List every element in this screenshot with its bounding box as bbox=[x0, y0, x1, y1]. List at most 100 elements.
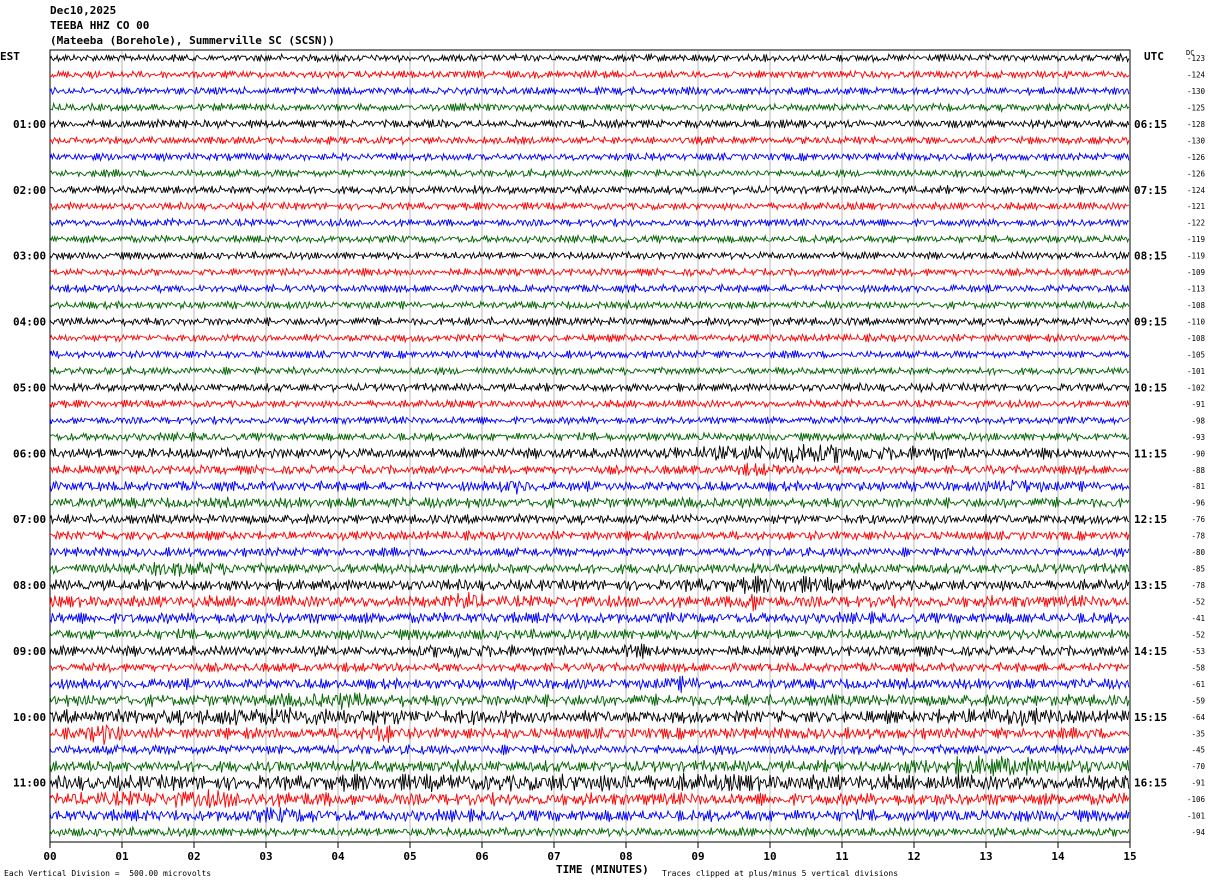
utc-hour-label: 13:15 bbox=[1134, 579, 1167, 592]
dc-offset-label: -88 bbox=[1191, 466, 1205, 475]
seismic-trace bbox=[49, 807, 1130, 823]
est-hour-label: 03:00 bbox=[13, 250, 46, 263]
x-tick-label: 12 bbox=[907, 850, 920, 863]
seismic-trace bbox=[49, 611, 1130, 626]
utc-hour-label: 12:15 bbox=[1134, 513, 1167, 526]
seismic-trace bbox=[49, 69, 1130, 80]
dc-offset-label: -128 bbox=[1187, 120, 1206, 129]
utc-hour-label: 09:15 bbox=[1134, 316, 1167, 329]
est-hour-label: 09:00 bbox=[13, 645, 46, 658]
left-timezone-label: EST bbox=[0, 50, 20, 63]
dc-offset-label: -80 bbox=[1191, 548, 1205, 557]
x-tick-label: 09 bbox=[691, 850, 704, 863]
x-tick-label: 07 bbox=[547, 850, 560, 863]
x-tick-label: 01 bbox=[115, 850, 129, 863]
dc-offset-label: -124 bbox=[1187, 186, 1206, 195]
seismic-trace bbox=[49, 561, 1130, 577]
seismic-trace bbox=[49, 151, 1130, 163]
seismic-trace bbox=[49, 167, 1130, 179]
seismic-trace bbox=[49, 545, 1130, 559]
clip-note: Traces clipped at plus/minus 5 vertical … bbox=[662, 869, 899, 878]
x-tick-label: 04 bbox=[331, 850, 345, 863]
dc-offset-label: -64 bbox=[1191, 713, 1205, 722]
dc-offset-label: -70 bbox=[1191, 762, 1205, 771]
dc-offset-label: -93 bbox=[1191, 433, 1205, 442]
dc-label: DC bbox=[1186, 49, 1195, 57]
x-tick-label: 02 bbox=[187, 850, 200, 863]
seismic-trace bbox=[49, 233, 1130, 245]
seismic-trace bbox=[49, 825, 1130, 839]
x-tick-label: 08 bbox=[619, 850, 632, 863]
seismic-trace bbox=[49, 200, 1130, 212]
seismic-trace bbox=[49, 430, 1130, 443]
utc-hour-label: 06:15 bbox=[1134, 118, 1167, 131]
utc-hour-label: 10:15 bbox=[1134, 381, 1167, 394]
dc-offset-label: -53 bbox=[1191, 647, 1205, 656]
dc-offset-label: -52 bbox=[1191, 598, 1205, 607]
dc-offset-label: -126 bbox=[1187, 169, 1206, 178]
dc-offset-label: -106 bbox=[1187, 795, 1206, 804]
est-hour-label: 06:00 bbox=[13, 447, 46, 460]
seismic-trace bbox=[49, 216, 1130, 229]
x-axis-title: TIME (MINUTES) bbox=[556, 863, 649, 876]
x-tick-label: 06 bbox=[475, 850, 489, 863]
dc-offset-label: -91 bbox=[1191, 400, 1205, 409]
seismic-trace bbox=[49, 365, 1130, 377]
seismic-trace bbox=[49, 495, 1130, 510]
utc-hour-label: 08:15 bbox=[1134, 250, 1167, 263]
seismic-trace bbox=[49, 299, 1130, 311]
seismic-trace bbox=[49, 724, 1130, 745]
seismic-trace bbox=[49, 315, 1130, 328]
seismic-trace bbox=[49, 415, 1130, 426]
seismic-trace bbox=[49, 743, 1130, 757]
x-tick-label: 10 bbox=[763, 850, 776, 863]
x-tick-label: 15 bbox=[1123, 850, 1136, 863]
seismic-trace bbox=[49, 661, 1129, 674]
seismic-trace bbox=[49, 591, 1130, 612]
est-hour-label: 11:00 bbox=[13, 777, 46, 790]
seismic-trace bbox=[49, 348, 1130, 360]
seismic-trace bbox=[49, 643, 1130, 659]
dc-offset-label: -123 bbox=[1187, 54, 1205, 63]
dc-offset-label: -78 bbox=[1191, 581, 1205, 590]
seismic-trace bbox=[49, 627, 1130, 642]
utc-hour-label: 14:15 bbox=[1134, 645, 1167, 658]
dc-offset-label: -105 bbox=[1187, 350, 1205, 359]
seismic-trace bbox=[49, 575, 1130, 595]
x-tick-label: 13 bbox=[979, 850, 992, 863]
dc-offset-label: -130 bbox=[1187, 136, 1206, 145]
x-tick-label: 03 bbox=[259, 850, 272, 863]
seismic-trace bbox=[49, 692, 1130, 710]
seismic-trace bbox=[49, 398, 1130, 410]
dc-offset-label: -94 bbox=[1191, 828, 1205, 837]
dc-offset-label: -121 bbox=[1187, 202, 1205, 211]
dc-offset-label: -119 bbox=[1187, 235, 1205, 244]
dc-offset-label: -126 bbox=[1187, 153, 1206, 162]
header-station: TEEBA HHZ CO 00 bbox=[50, 19, 150, 32]
utc-hour-label: 11:15 bbox=[1134, 447, 1167, 460]
seismic-trace bbox=[49, 117, 1130, 130]
seismic-trace bbox=[49, 675, 1130, 693]
dc-offset-label: -61 bbox=[1191, 680, 1205, 689]
dc-offset-label: -35 bbox=[1191, 729, 1205, 738]
dc-offset-label: -41 bbox=[1191, 614, 1205, 623]
est-hour-label: 05:00 bbox=[13, 381, 46, 394]
dc-offset-label: -81 bbox=[1191, 482, 1205, 491]
seismic-trace bbox=[49, 85, 1130, 97]
dc-offset-label: -85 bbox=[1191, 565, 1205, 574]
seismic-trace bbox=[49, 462, 1129, 477]
est-hour-label: 08:00 bbox=[13, 579, 46, 592]
est-hour-label: 01:00 bbox=[13, 118, 46, 131]
est-hour-label: 10:00 bbox=[13, 711, 46, 724]
est-hour-label: 07:00 bbox=[13, 513, 46, 526]
utc-hour-label: 07:15 bbox=[1134, 184, 1167, 197]
dc-offset-label: -90 bbox=[1191, 449, 1205, 458]
dc-offset-label: -108 bbox=[1187, 334, 1206, 343]
dc-offset-label: -125 bbox=[1187, 103, 1205, 112]
seismic-trace bbox=[49, 267, 1130, 278]
seismic-trace bbox=[49, 443, 1130, 464]
dc-offset-label: -45 bbox=[1191, 746, 1205, 755]
utc-hour-label: 16:15 bbox=[1134, 777, 1167, 790]
seismic-trace bbox=[49, 789, 1130, 809]
seismic-trace bbox=[49, 772, 1130, 793]
